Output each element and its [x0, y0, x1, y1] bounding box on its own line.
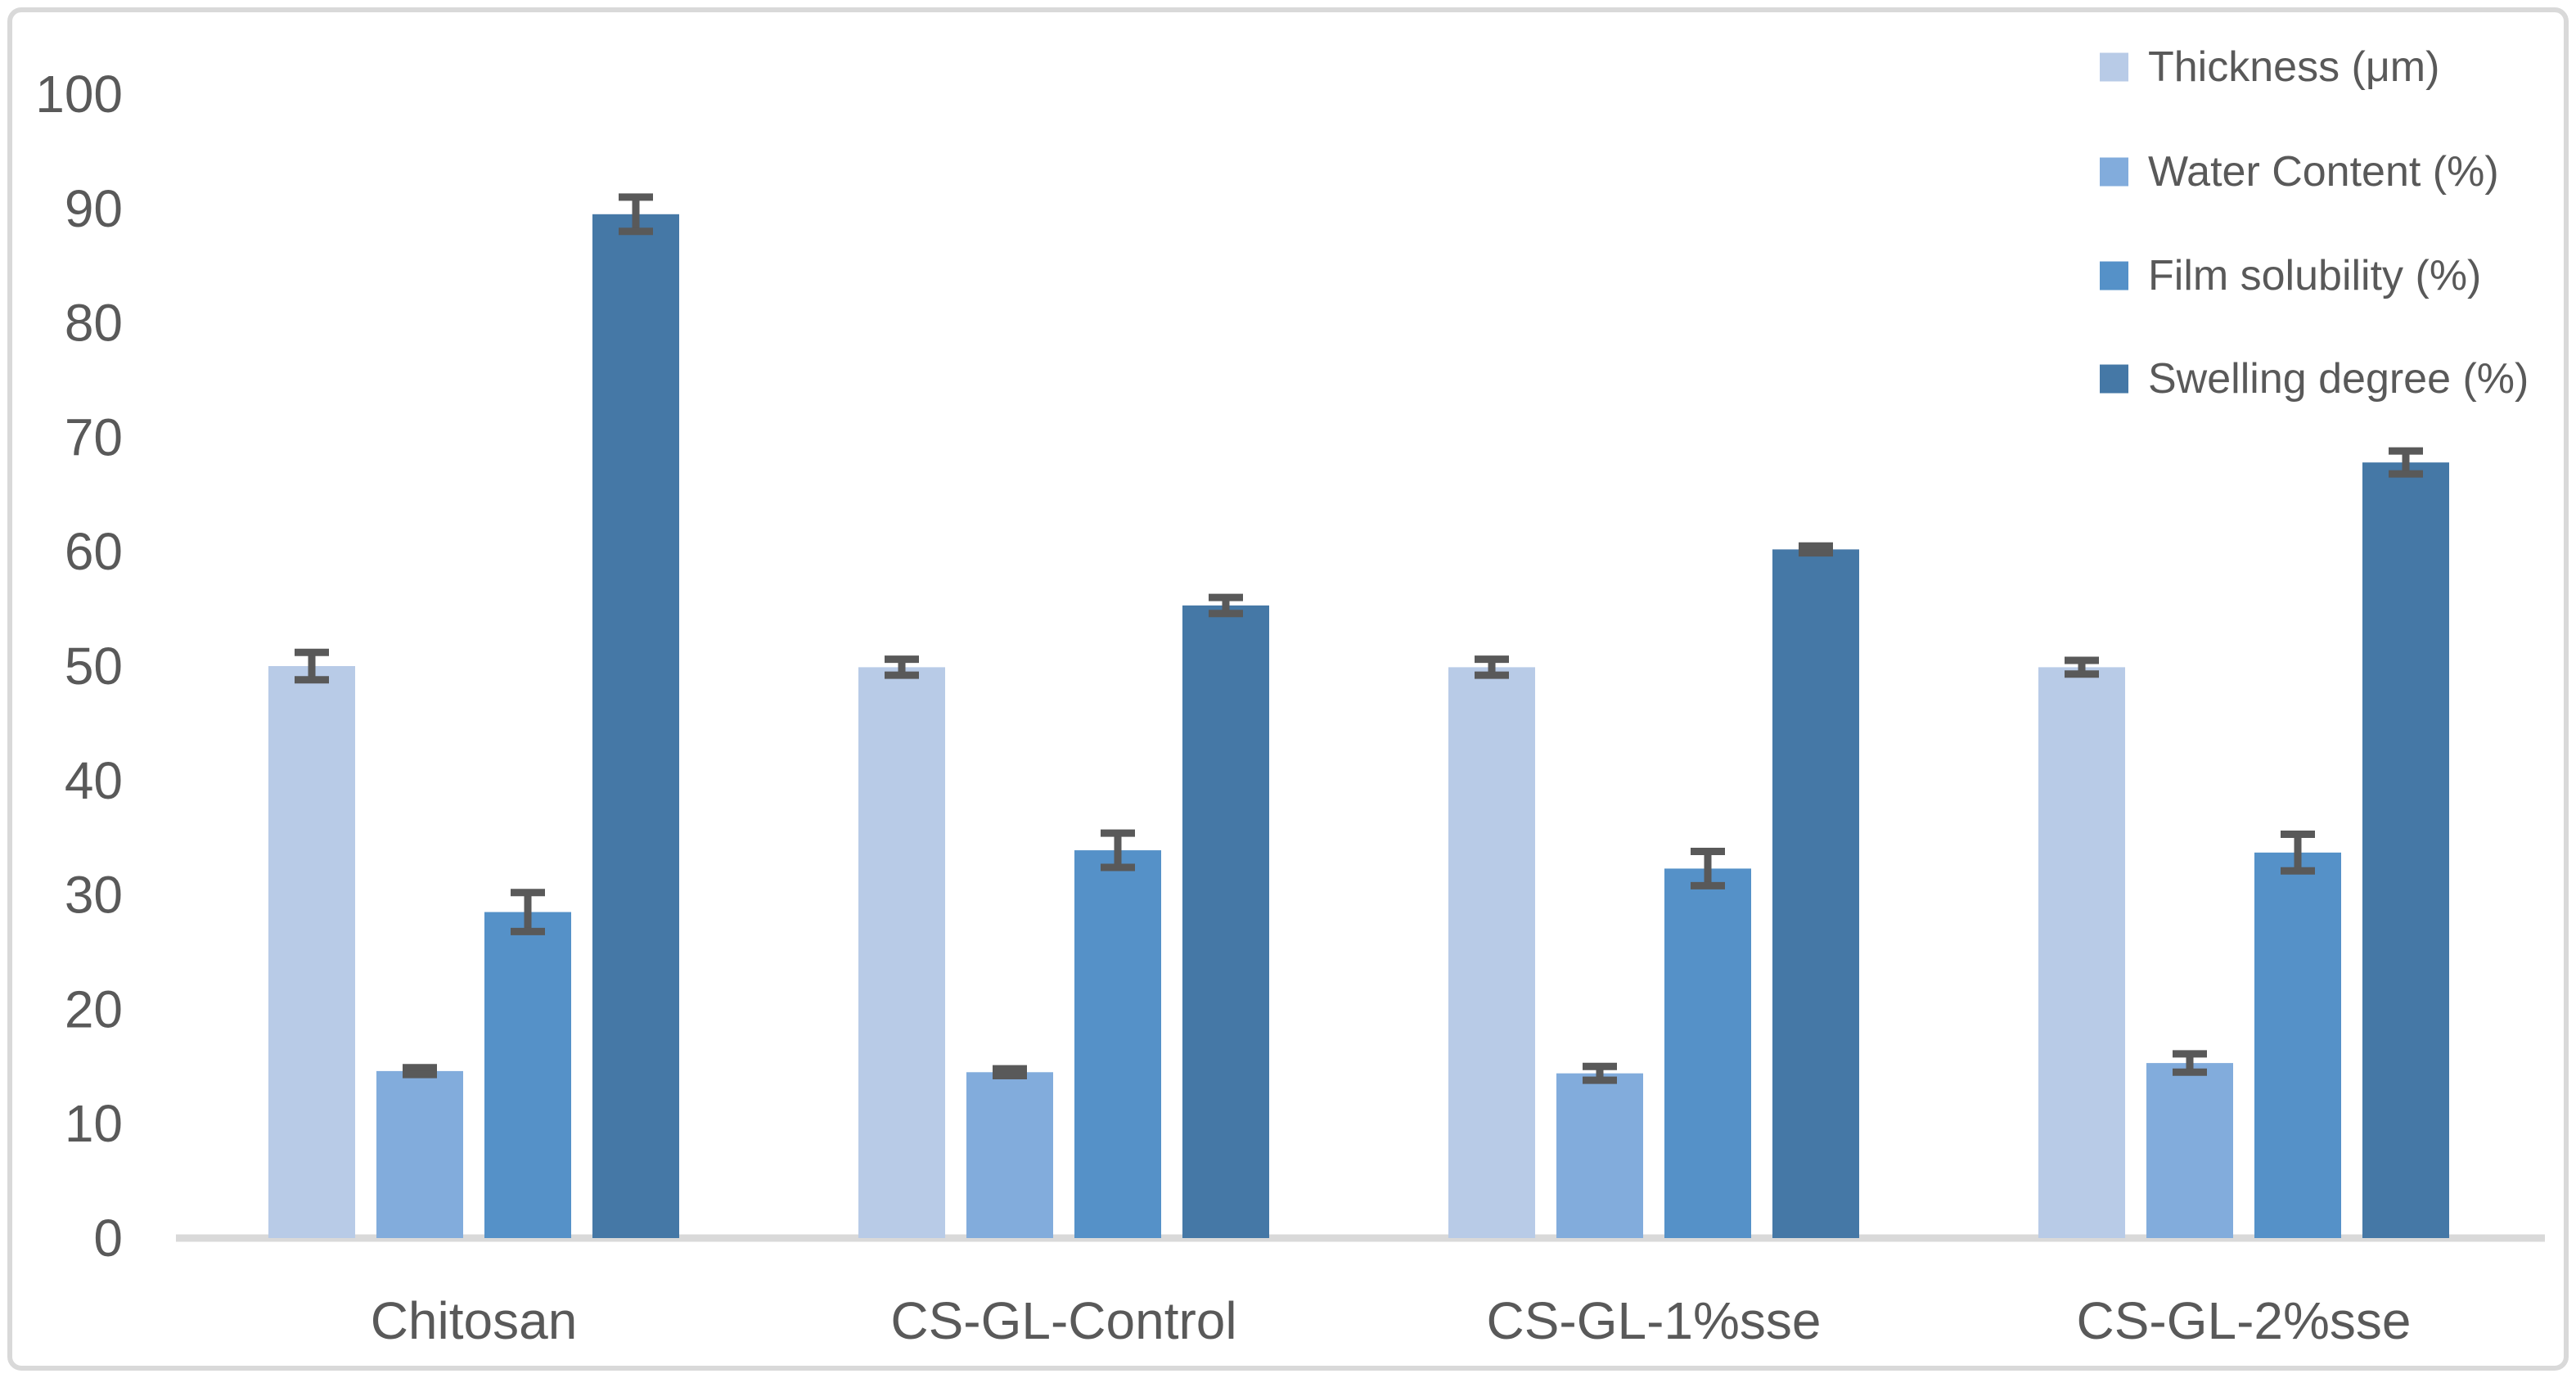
y-tick-label: 80: [65, 294, 123, 353]
bar-3-group-2: [1074, 850, 1161, 1238]
x-category-label: Chitosan: [371, 1291, 578, 1350]
legend-label-2: Water Content (%): [2148, 148, 2499, 196]
y-tick-label: 10: [65, 1094, 123, 1153]
x-category-label: CS-GL-2%sse: [2077, 1291, 2412, 1350]
y-tick-label: 90: [65, 179, 123, 238]
y-tick-label: 20: [65, 979, 123, 1038]
legend-label-4: Swelling degree (%): [2148, 355, 2529, 403]
legend-label-1: Thickness (μm): [2148, 43, 2439, 91]
bar-3-group-1: [484, 912, 571, 1238]
legend-swatch-4: [2100, 364, 2128, 394]
bar-2-group-1: [376, 1070, 463, 1238]
bar-3-group-3: [1664, 868, 1751, 1238]
legend-label-3: Film solubility (%): [2148, 252, 2481, 299]
bar-1-group-2: [858, 667, 945, 1238]
bar-3-group-4: [2254, 852, 2341, 1238]
bar-1-group-4: [2038, 667, 2125, 1238]
bar-1-group-1: [268, 666, 355, 1238]
bar-4-group-4: [2362, 462, 2449, 1238]
y-tick-label: 70: [65, 408, 123, 466]
y-tick-label: 60: [65, 522, 123, 581]
bar-2-group-3: [1556, 1073, 1643, 1238]
bar-4-group-1: [592, 214, 679, 1238]
y-tick-label: 50: [65, 637, 123, 696]
bar-4-group-3: [1772, 549, 1859, 1238]
y-tick-label: 40: [65, 751, 123, 810]
bar-2-group-4: [2146, 1063, 2233, 1238]
y-tick-label: 0: [93, 1209, 123, 1268]
legend-swatch-2: [2100, 157, 2128, 187]
bar-2-group-2: [966, 1072, 1053, 1238]
bar-1-group-3: [1448, 667, 1535, 1238]
x-category-label: CS-GL-1%sse: [1487, 1291, 1822, 1350]
y-tick-label: 30: [65, 866, 123, 925]
legend-swatch-1: [2100, 52, 2128, 82]
y-tick-label: 100: [35, 65, 123, 124]
bar-4-group-2: [1182, 605, 1269, 1238]
legend-swatch-3: [2100, 261, 2128, 290]
x-category-label: CS-GL-Control: [890, 1291, 1236, 1350]
